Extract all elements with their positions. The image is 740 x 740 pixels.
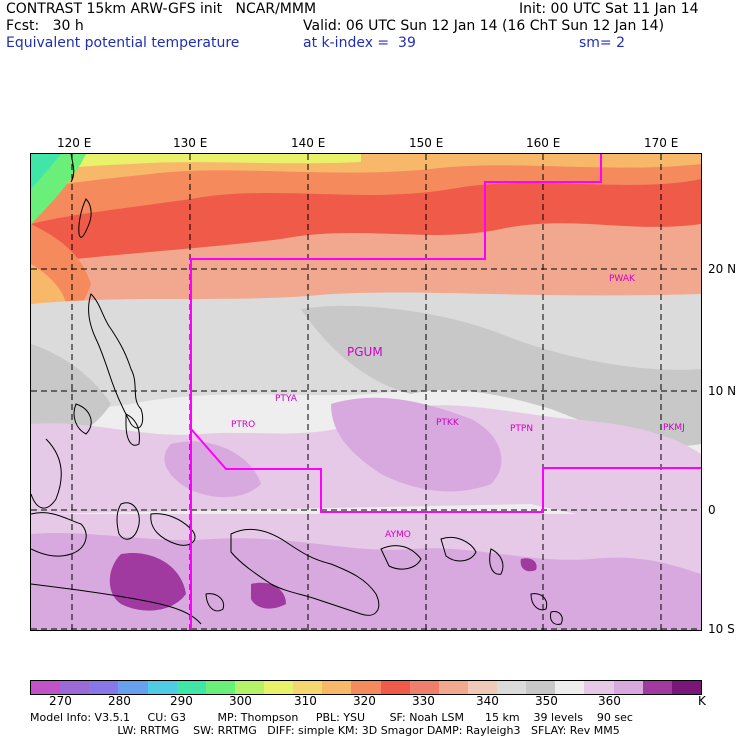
colorbar-swatch: [526, 681, 556, 694]
smoothing: sm= 2: [579, 35, 626, 51]
colorbar-label-280: 280: [108, 694, 131, 708]
colorbar-swatch: [351, 681, 381, 694]
colorbar-swatch: [555, 681, 585, 694]
colorbar-label-290: 290: [170, 694, 193, 708]
colorbar-swatch: [642, 681, 672, 694]
lon-label-120: 120 E: [57, 136, 92, 150]
colorbar-swatch: [60, 681, 90, 694]
model-info-line2: LW: RRTMG SW: RRTMG DIFF: simple KM: 3D …: [30, 724, 620, 737]
lon-label-140: 140 E: [291, 136, 326, 150]
lat-label-10s: 10 S: [708, 622, 735, 636]
forecast-hour: Fcst: 30 h: [6, 18, 84, 34]
valid-time: Valid: 06 UTC Sun 12 Jan 14 (16 ChT Sun …: [303, 18, 665, 34]
colorbar-swatch: [584, 681, 614, 694]
colorbar-label-330: 330: [412, 694, 435, 708]
station-pgum: PGUM: [347, 345, 383, 359]
colorbar-swatch: [322, 681, 352, 694]
colorbar-swatch: [613, 681, 643, 694]
colorbar-swatch: [438, 681, 468, 694]
region-boundary: [190, 154, 701, 629]
init-time: Init: 00 UTC Sat 11 Jan 14: [519, 1, 699, 17]
lon-label-170: 170 E: [644, 136, 679, 150]
colorbar-swatch: [118, 681, 148, 694]
colorbar-swatch: [234, 681, 264, 694]
colorbar-label-270: 270: [49, 694, 72, 708]
lon-label-130: 130 E: [173, 136, 208, 150]
colorbar: [30, 680, 702, 695]
lon-label-150: 150 E: [409, 136, 444, 150]
theta-e-field: PWAK PGUM PTYA PTRO PTKK PTPN PKMJ AYMO: [31, 154, 701, 630]
colorbar-swatch: [89, 681, 119, 694]
model-title: CONTRAST 15km ARW-GFS init NCAR/MMM: [6, 1, 317, 17]
lat-label-20n: 20 N: [708, 262, 737, 276]
colorbar-label-300: 300: [229, 694, 252, 708]
lat-label-eq: 0: [708, 503, 716, 517]
model-info-line1: Model Info: V3.5.1 CU: G3 MP: Thompson P…: [30, 711, 633, 724]
colorbar-swatch: [380, 681, 410, 694]
station-aymo: AYMO: [385, 530, 411, 540]
station-ptya: PTYA: [275, 394, 298, 404]
colorbar-label-340: 340: [476, 694, 499, 708]
colorbar-swatch: [205, 681, 235, 694]
station-pwak: PWAK: [609, 274, 636, 284]
lat-label-10n: 10 N: [708, 384, 737, 398]
colorbar-swatch: [467, 681, 497, 694]
colorbar-swatch: [147, 681, 177, 694]
field-name: Equivalent potential temperature: [6, 35, 240, 51]
colorbar-units: K: [698, 694, 706, 708]
station-ptro: PTRO: [231, 420, 255, 430]
colorbar-swatch: [264, 681, 294, 694]
station-pkmj: PKMJ: [663, 423, 685, 433]
station-ptpn: PTPN: [510, 424, 533, 434]
colorbar-label-360: 360: [598, 694, 621, 708]
colorbar-swatch: [671, 681, 701, 694]
lon-label-160: 160 E: [526, 136, 561, 150]
colorbar-swatch: [409, 681, 439, 694]
colorbar-swatch: [497, 681, 527, 694]
station-ptkk: PTKK: [436, 418, 460, 428]
colorbar-label-350: 350: [535, 694, 558, 708]
colorbar-swatch: [176, 681, 206, 694]
colorbar-swatch: [31, 681, 61, 694]
colorbar-label-310: 310: [294, 694, 317, 708]
colorbar-label-320: 320: [353, 694, 376, 708]
level-index: at k-index = 39: [303, 35, 416, 51]
map-panel: PWAK PGUM PTYA PTRO PTKK PTPN PKMJ AYMO: [30, 153, 702, 631]
colorbar-swatch: [293, 681, 323, 694]
